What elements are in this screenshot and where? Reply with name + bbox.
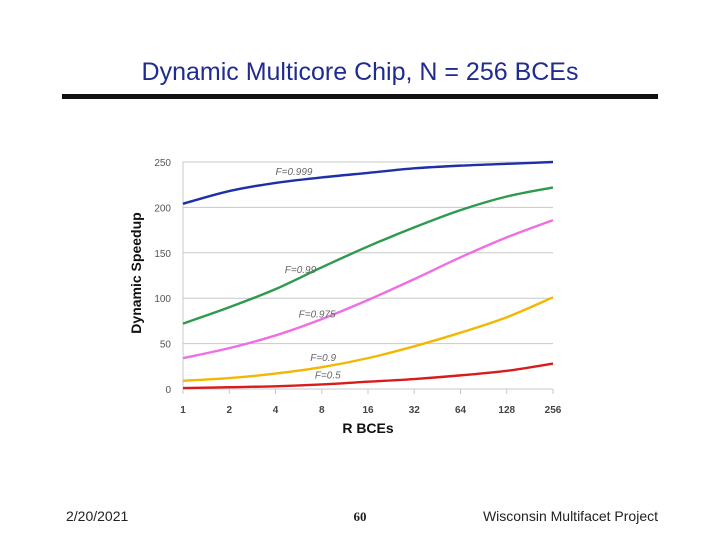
x-tick-labels: 1 2 4 8 16 32 64 128 256 — [180, 405, 562, 416]
x-tick-label: 64 — [455, 405, 467, 416]
x-tick-label: 128 — [498, 405, 515, 416]
slide-title: Dynamic Multicore Chip, N = 256 BCEs — [141, 58, 579, 86]
series-labels: F=0.999 F=0.99 F=0.975 F=0.9 F=0.5 — [276, 167, 342, 382]
footer-date: 2/20/2021 — [66, 508, 129, 524]
y-tick-labels: 0 50 100 150 200 250 — [154, 158, 171, 396]
x-tick-label: 1 — [180, 405, 186, 416]
series-label-0: F=0.999 — [276, 167, 313, 178]
x-tick-label: 4 — [273, 405, 279, 416]
title-underline — [62, 94, 658, 99]
x-tick-label: 32 — [409, 405, 421, 416]
series-label-3: F=0.9 — [310, 353, 336, 364]
y-tick-label: 200 — [154, 203, 171, 214]
series-line-1 — [182, 186, 554, 325]
chart-series — [182, 160, 554, 390]
y-tick-label: 50 — [160, 340, 172, 351]
series-label-2: F=0.975 — [299, 309, 336, 320]
x-tick-label: 16 — [362, 405, 374, 416]
y-tick-label: 0 — [165, 385, 171, 396]
series-line-4 — [182, 362, 554, 390]
y-tick-label: 150 — [154, 249, 171, 260]
y-tick-label: 100 — [154, 294, 171, 305]
x-tick-label: 2 — [226, 405, 232, 416]
series-label-1: F=0.99 — [285, 265, 317, 276]
x-tick-label: 8 — [319, 405, 325, 416]
series-line-2 — [182, 218, 554, 360]
x-axis-label: R BCEs — [342, 420, 394, 436]
y-tick-label: 250 — [154, 158, 171, 169]
series-label-4: F=0.5 — [315, 371, 341, 382]
series-line-3 — [182, 296, 554, 383]
x-tick-label: 256 — [545, 405, 562, 416]
page-number: 60 — [353, 509, 367, 524]
y-axis-label: Dynamic Speedup — [128, 212, 144, 333]
series-line-0 — [182, 160, 554, 205]
footer-organization: Wisconsin Multifacet Project — [482, 508, 658, 524]
